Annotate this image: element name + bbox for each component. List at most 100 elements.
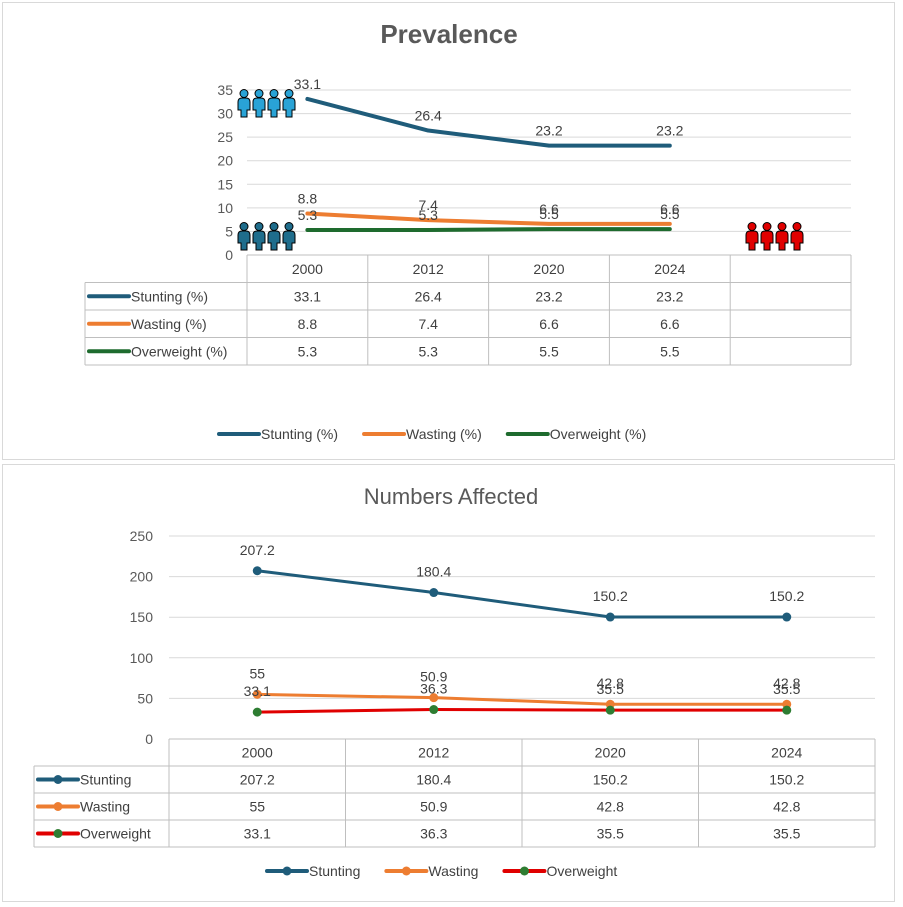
data-point [782,705,792,715]
table-series-label: Stunting [80,772,131,788]
table-cell: 33.1 [244,826,271,842]
table-series-label: Wasting [80,799,130,815]
table-cell: 26.4 [415,288,442,304]
y-tick-label: 20 [217,153,233,169]
x-tick-label: 2012 [418,745,449,761]
people-group-red-icon [745,222,804,251]
data-label: 7.4 [418,197,438,213]
data-label: 5.5 [539,206,559,222]
table-cell: 150.2 [593,772,628,788]
table-cell: 33.1 [294,288,321,304]
series-line-wasting [255,692,789,706]
person-icon [267,89,281,118]
y-tick-label: 15 [217,176,233,192]
legend-label: Stunting (%) [261,426,338,442]
x-tick-label: 2020 [595,745,626,761]
y-tick-label: 150 [130,609,154,625]
y-tick-label: 50 [137,690,153,706]
person-icon [267,222,281,251]
data-label: 6.6 [660,201,680,217]
data-point [605,705,615,715]
data-point [605,612,615,622]
chart-title: Numbers Affected [364,484,538,509]
people-group-teal-icon [237,222,296,251]
series-line-overweight [255,708,789,714]
data-label: 50.9 [420,669,447,685]
person-icon [745,222,759,251]
people-group-blue-icon [237,89,296,118]
table-legend-marker [53,775,63,784]
y-tick-label: 30 [217,106,233,122]
table-cell: 8.8 [298,316,318,332]
y-tick-label: 10 [217,200,233,216]
data-point [252,707,262,717]
person-icon [760,222,774,251]
table-cell: 150.2 [769,772,804,788]
person-icon [252,89,266,118]
legend-label: Stunting [309,863,360,879]
table-cell: 35.5 [597,826,624,842]
data-label: 180.4 [416,564,451,580]
person-icon [252,222,266,251]
table-cell: 5.3 [418,343,438,359]
legend-label: Overweight [546,863,617,879]
table-series-label: Overweight (%) [131,343,227,359]
data-point [429,588,439,598]
y-tick-label: 0 [225,247,233,263]
legend-marker [401,866,411,876]
data-label: 35.5 [773,681,800,697]
table-cell: 5.5 [539,343,559,359]
series-line-overweight [305,227,672,233]
data-point [429,705,439,715]
person-icon [775,222,789,251]
y-tick-label: 25 [217,129,233,145]
data-label: 207.2 [240,542,275,558]
data-label: 5.5 [660,206,680,222]
data-point [252,566,262,576]
chart-title: Prevalence [380,19,517,49]
series-line-stunting [305,96,672,148]
y-tick-label: 100 [130,650,154,666]
table-series-label: Stunting (%) [131,288,208,304]
legend-label: Overweight (%) [550,426,646,442]
y-tick-label: 5 [225,223,233,239]
table-cell: 207.2 [240,772,275,788]
data-label: 33.1 [244,683,271,699]
table-cell: 180.4 [416,772,451,788]
data-label: 8.8 [298,191,318,207]
table-cell: 42.8 [597,799,624,815]
legend-label: Wasting [428,863,478,879]
y-tick-label: 35 [217,82,233,98]
data-label: 5.3 [298,207,318,223]
table-series-label: Overweight [80,826,151,842]
data-label: 36.3 [420,681,447,697]
data-label: 42.8 [597,675,624,691]
x-tick-label: 2020 [533,261,564,277]
person-icon [282,222,296,251]
legend-marker [519,866,529,876]
table-cell: 5.5 [660,343,680,359]
data-label: 150.2 [769,588,804,604]
table-cell: 42.8 [773,799,800,815]
data-label: 33.1 [294,76,321,92]
x-tick-label: 2024 [771,745,802,761]
person-icon [237,222,251,251]
data-label: 23.2 [656,123,683,139]
data-label: 6.6 [539,201,559,217]
table-cell: 7.4 [418,316,438,332]
legend-marker [282,866,292,876]
table-cell: 55 [249,799,265,815]
series-line-wasting [305,211,672,226]
table-cell: 50.9 [420,799,447,815]
data-point [252,689,262,699]
table-cell: 6.6 [539,316,559,332]
table-series-label: Wasting (%) [131,316,207,332]
data-point [429,693,439,703]
data-label: 42.8 [773,675,800,691]
table-legend-marker [53,802,63,811]
prevalence-chart-panel: Prevalence 0 5 10 15 20 25 30 35 2000 2012 2020 2024… [2,2,895,460]
data-label: 23.2 [535,123,562,139]
series-line-stunting [255,569,789,619]
table-cell: 5.3 [298,343,318,359]
table-cell: 35.5 [773,826,800,842]
